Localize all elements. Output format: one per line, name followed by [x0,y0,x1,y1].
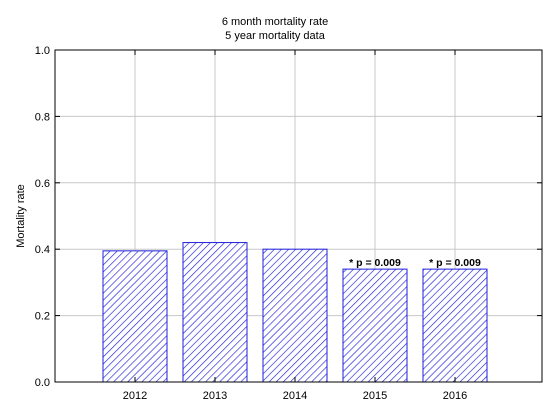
y-tick-label: 1.0 [35,45,50,57]
y-axis-label: Mortality rate [15,184,27,248]
bar-2015 [342,268,408,383]
annotations: * p = 0.009 * p = 0.009 [349,257,481,269]
chart-subtitle: 5 year mortality data [225,30,326,42]
y-tick-label: 0.6 [35,178,50,190]
x-axis-ticks: 2012 2013 2014 2015 2016 [123,50,467,402]
bar-2016 [422,268,488,383]
plot-frame [54,49,543,383]
bar-2014 [262,248,328,383]
x-tick-label: 2014 [283,390,307,402]
x-tick-label: 2013 [203,390,227,402]
x-tick-label: 2015 [363,390,387,402]
y-tick-label: 0.2 [35,311,50,323]
y-tick-label: 0.0 [35,377,50,389]
bar-2013 [182,242,248,383]
p-value-annotation: * p = 0.009 [349,257,401,269]
bar-2012 [102,250,168,383]
bars [102,242,488,383]
x-tick-label: 2012 [123,390,147,402]
x-tick-label: 2016 [443,390,467,402]
y-tick-label: 0.4 [35,244,50,256]
p-value-annotation: * p = 0.009 [429,257,481,269]
chart-title: 6 month mortality rate [222,16,328,28]
y-tick-label: 0.8 [35,111,50,123]
y-axis-ticks: 0.0 0.2 0.4 0.6 0.8 1.0 [35,45,542,389]
